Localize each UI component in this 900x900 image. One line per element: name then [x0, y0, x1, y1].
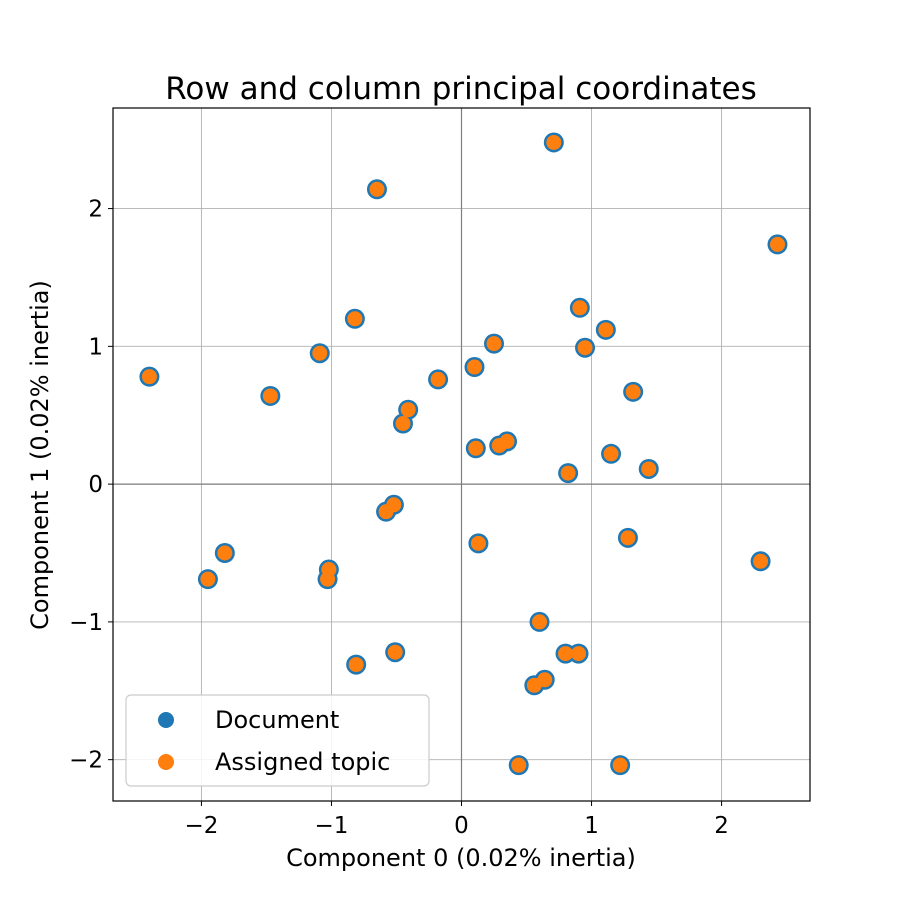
assigned-topic-point	[532, 614, 548, 630]
assigned-topic-point	[470, 535, 486, 551]
series-assigned-topic	[141, 134, 785, 773]
assigned-topic-point	[546, 134, 562, 150]
y-axis-ticks: −2 −1 0 1 2	[69, 197, 113, 774]
legend-label-assigned-topic: Assigned topic	[215, 748, 390, 776]
data-points	[139, 132, 788, 776]
assigned-topic-point	[753, 553, 769, 569]
assigned-topic-point	[200, 571, 216, 587]
assigned-topic-point	[620, 530, 636, 546]
x-axis-label: Component 0 (0.02% inertia)	[286, 844, 636, 872]
x-axis-ticks: −2 −1 0 1 2	[184, 801, 729, 839]
assigned-topic-point	[467, 359, 483, 375]
assigned-topic-point	[430, 371, 446, 387]
assigned-topic-point	[468, 440, 484, 456]
assigned-topic-point	[369, 181, 385, 197]
assigned-topic-point	[312, 345, 328, 361]
y-tick-label: 1	[88, 334, 103, 360]
assigned-topic-point	[378, 504, 394, 520]
y-axis-label: Component 1 (0.02% inertia)	[26, 280, 54, 630]
plot-area	[112, 107, 811, 802]
assigned-topic-point	[612, 757, 628, 773]
assigned-topic-point	[491, 438, 507, 454]
assigned-topic-point	[571, 646, 587, 662]
legend-label-document: Document	[215, 706, 339, 734]
y-tick-label: −2	[69, 748, 103, 774]
y-tick-label: 2	[88, 197, 103, 223]
chart-title: Row and column principal coordinates	[165, 71, 756, 107]
assigned-topic-point	[572, 300, 588, 316]
legend-marker-document	[158, 712, 174, 728]
assigned-topic-point	[217, 545, 233, 561]
assigned-topic-point	[400, 402, 416, 418]
assigned-topic-point	[262, 388, 278, 404]
x-tick-label: 0	[454, 813, 469, 839]
assigned-topic-point	[598, 322, 614, 338]
assigned-topic-point	[526, 677, 542, 693]
legend-box	[125, 694, 430, 787]
assigned-topic-point	[395, 416, 411, 432]
assigned-topic-point	[347, 311, 363, 327]
assigned-topic-point	[141, 369, 157, 385]
x-tick-label: −2	[184, 813, 218, 839]
zero-lines	[113, 108, 810, 801]
x-tick-label: 2	[714, 813, 729, 839]
x-tick-label: 1	[584, 813, 599, 839]
assigned-topic-point	[560, 465, 576, 481]
assigned-topic-point	[577, 340, 593, 356]
assigned-topic-point	[558, 646, 574, 662]
y-tick-label: 0	[88, 472, 103, 498]
y-tick-label: −1	[69, 610, 103, 636]
assigned-topic-point	[769, 236, 785, 252]
assigned-topic-point	[486, 336, 502, 352]
assigned-topic-point	[348, 657, 364, 673]
assigned-topic-point	[625, 384, 641, 400]
assigned-topic-point	[641, 461, 657, 477]
assigned-topic-point	[511, 757, 527, 773]
assigned-topic-point	[603, 446, 619, 462]
assigned-topic-point	[387, 644, 403, 660]
legend: Document Assigned topic	[125, 694, 430, 787]
x-tick-label: −1	[315, 813, 349, 839]
legend-marker-assigned-topic	[158, 754, 174, 770]
assigned-topic-point	[320, 571, 336, 587]
